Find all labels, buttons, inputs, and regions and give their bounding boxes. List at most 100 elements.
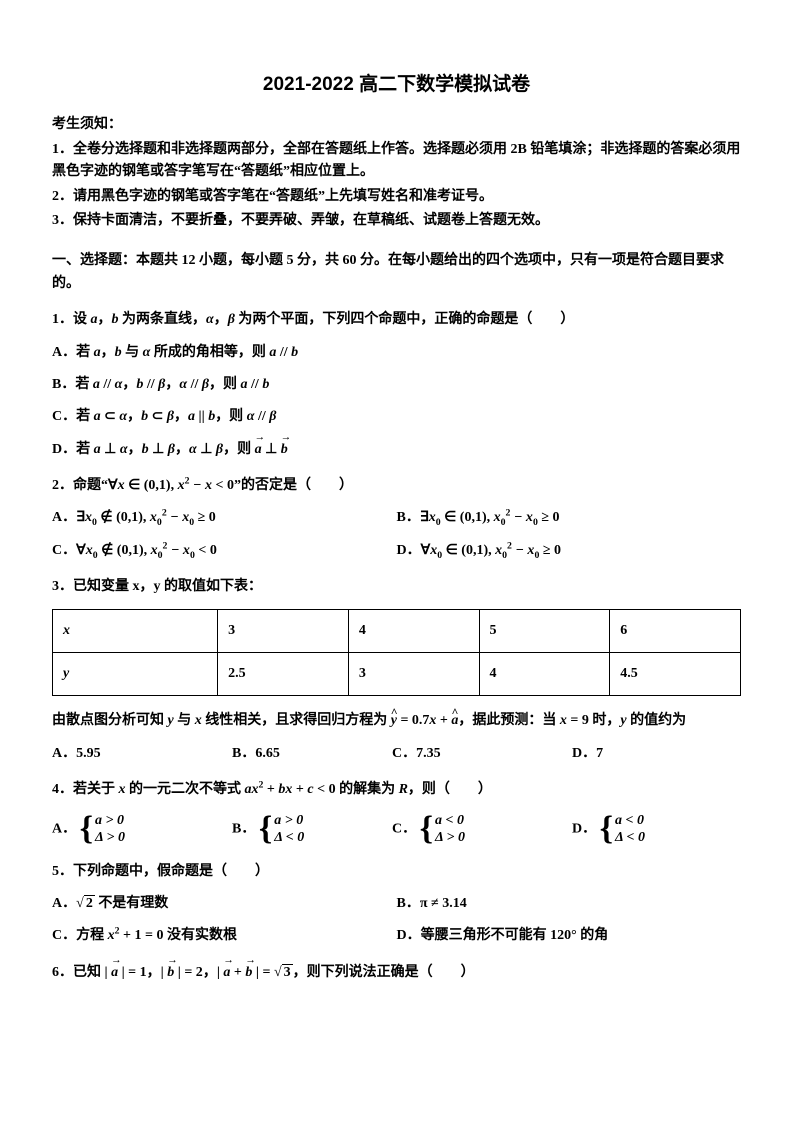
q3-stem: 3．已知变量 x，y 的取值如下表： bbox=[52, 576, 741, 598]
q4-lb: B． bbox=[232, 821, 255, 836]
exam-page: 2021-2022 高二下数学模拟试卷 考生须知： 1．全卷分选择题和非选择题两… bbox=[0, 0, 793, 1122]
q4-opt-a: A． {a > 0Δ > 0 bbox=[52, 812, 232, 847]
q3-t-c4: 6 bbox=[610, 609, 741, 652]
q3-t-r3: 4 bbox=[479, 653, 610, 696]
q1-c-pre: C．若 bbox=[52, 409, 94, 424]
q3-opt-a: A．5.95 bbox=[52, 743, 232, 765]
q4-lc: C． bbox=[392, 821, 416, 836]
q2-ld: D． bbox=[397, 543, 421, 558]
q4-a1: Δ > 0 bbox=[95, 829, 125, 847]
q4-c1: Δ > 0 bbox=[435, 829, 465, 847]
q4-d1: Δ < 0 bbox=[615, 829, 645, 847]
q4-stem: 4．若关于 x 的一元二次不等式 ax2 + bx + c < 0 的解集为 R… bbox=[52, 779, 741, 801]
q2-pre: 2．命题“ bbox=[52, 478, 108, 493]
q1-stem-mid: 为两条直线， bbox=[119, 312, 207, 327]
q1-opt-c: C．若 a ⊂ α，b ⊂ β，a || b，则 α // β bbox=[52, 406, 741, 428]
q5-opt-b: B．π ≠ 3.14 bbox=[397, 893, 742, 915]
q3-tm3: ，据此预测：当 bbox=[458, 713, 560, 728]
q2-opt-d: D．∀x0 ∈ (0,1), x02 − x0 ≥ 0 bbox=[397, 540, 742, 562]
q3-text: 由散点图分析可知 y 与 x 线性相关，且求得回归方程为 y = 0.7x + … bbox=[52, 710, 741, 732]
q4-c0: a < 0 bbox=[435, 812, 465, 830]
table-row: x 3 4 5 6 bbox=[53, 609, 741, 652]
notice-line-1: 1．全卷分选择题和非选择题两部分，全部在答题纸上作答。选择题必须用 2B 铅笔填… bbox=[52, 139, 741, 184]
q3-t-r4: 4.5 bbox=[610, 653, 741, 696]
q1-b-pre: B．若 bbox=[52, 377, 93, 392]
q6-post: ，则下列说法正确是（ bbox=[293, 965, 433, 980]
q3-tm4: 时， bbox=[589, 713, 621, 728]
q2-end: ） bbox=[339, 478, 353, 493]
q1-opt-a: A．若 a，b 与 α 所成的角相等，则 a // b bbox=[52, 342, 741, 364]
notice-line-3: 3．保持卡面清洁，不要折叠，不要弄破、弄皱，在草稿纸、试题卷上答题无效。 bbox=[52, 210, 741, 232]
q3-t-r2: 3 bbox=[348, 653, 479, 696]
q5-s: 5．下列命题中，假命题是（ bbox=[52, 864, 227, 879]
q5-stem: 5．下列命题中，假命题是（ ） bbox=[52, 861, 741, 883]
q1-c-m1: ， bbox=[127, 409, 141, 424]
q3-t-c0: x bbox=[63, 623, 70, 638]
q1-d-m3: ，则 bbox=[223, 442, 255, 457]
table-row: y 2.5 3 4 4.5 bbox=[53, 653, 741, 696]
q4-post: ，则（ bbox=[408, 782, 450, 797]
q1-b-m3: ，则 bbox=[209, 377, 241, 392]
q2-post: ”的否定是（ bbox=[234, 478, 311, 493]
q1-stem-pre: 1．设 bbox=[52, 312, 91, 327]
q1-a-pre: A．若 bbox=[52, 345, 94, 360]
q3-tm2: 线性相关，且求得回归方程为 bbox=[202, 713, 391, 728]
notice-line-2: 2．请用黑色字迹的钢笔或答字笔在“答题纸”上先填写姓名和准考证号。 bbox=[52, 186, 741, 208]
q4-d0: a < 0 bbox=[615, 812, 645, 830]
q5-e: ） bbox=[255, 864, 269, 879]
q6-stem: 6．已知 | a | = 1，| b | = 2，| a + b | = √3，… bbox=[52, 962, 741, 984]
q5-opt-c: C．方程 x2 + 1 = 0 没有实数根 bbox=[52, 925, 397, 947]
q1-stem-post: ） bbox=[560, 312, 574, 327]
section-1-head: 一、选择题：本题共 12 小题，每小题 5 分，共 60 分。在每小题给出的四个… bbox=[52, 250, 741, 295]
q4-ld: D． bbox=[572, 821, 596, 836]
notice-head: 考生须知： bbox=[52, 114, 741, 136]
q4-la: A． bbox=[52, 821, 76, 836]
q2-la: A． bbox=[52, 510, 76, 525]
q1-b-m1: ， bbox=[122, 377, 136, 392]
q4-pre: 4．若关于 bbox=[52, 782, 119, 797]
q4-a0: a > 0 bbox=[95, 812, 125, 830]
q5-cpost: 没有实数根 bbox=[164, 928, 238, 943]
q4-opt-c: C． {a < 0Δ > 0 bbox=[392, 812, 572, 847]
q5-apost: 不是有理数 bbox=[95, 896, 169, 911]
q6-end: ） bbox=[461, 965, 475, 980]
q3-opt-b: B．6.65 bbox=[232, 743, 392, 765]
q4-b1: Δ < 0 bbox=[274, 829, 304, 847]
q2-row-2: C．∀x0 ∉ (0,1), x02 − x0 < 0 D．∀x0 ∈ (0,1… bbox=[52, 540, 741, 562]
q4-opts: A． {a > 0Δ > 0 B． {a > 0Δ < 0 C． {a < 0Δ… bbox=[52, 812, 741, 847]
q2-opt-a: A．∃x0 ∉ (0,1), x02 − x0 ≥ 0 bbox=[52, 507, 397, 529]
q1-d-pre: D．若 bbox=[52, 442, 94, 457]
q5-ap: A． bbox=[52, 896, 76, 911]
q2-stem: 2．命题“∀x ∈ (0,1), x2 − x < 0”的否定是（） bbox=[52, 475, 741, 497]
q1-stem: 1．设 a，b 为两条直线，α，β 为两个平面，下列四个命题中，正确的命题是（） bbox=[52, 309, 741, 331]
q1-d-m2: ， bbox=[175, 442, 189, 457]
q3-t-c3: 5 bbox=[479, 609, 610, 652]
q1-opt-b: B．若 a // α，b // β，α // β，则 a // b bbox=[52, 374, 741, 396]
q3-tp: 由散点图分析可知 bbox=[52, 713, 168, 728]
q4-b0: a > 0 bbox=[274, 812, 304, 830]
q4-end: ） bbox=[478, 782, 492, 797]
q3-opt-d: D．7 bbox=[572, 743, 732, 765]
q6-m2: ， bbox=[203, 965, 217, 980]
page-title: 2021-2022 高二下数学模拟试卷 bbox=[52, 70, 741, 100]
q1-c-m2: ， bbox=[174, 409, 188, 424]
q3-table: x 3 4 5 6 y 2.5 3 4 4.5 bbox=[52, 609, 741, 697]
q3-tpost: 的值约为 bbox=[627, 713, 687, 728]
q4-m: 的一元二次不等式 bbox=[126, 782, 245, 797]
q3-t-r0: y bbox=[63, 666, 69, 681]
q1-d-m1: ， bbox=[128, 442, 142, 457]
q2-lb: B． bbox=[397, 510, 420, 525]
q5-opt-d: D．等腰三角形不可能有 120° 的角 bbox=[397, 925, 742, 947]
q4-opt-d: D． {a < 0Δ < 0 bbox=[572, 812, 732, 847]
q1-c-m3: ，则 bbox=[215, 409, 247, 424]
q3-tm: 与 bbox=[174, 713, 195, 728]
q2-lc: C． bbox=[52, 543, 76, 558]
q3-t-c1: 3 bbox=[218, 609, 349, 652]
q4-m2: 的解集为 bbox=[336, 782, 399, 797]
q1-opt-d: D．若 a ⊥ α，b ⊥ β，α ⊥ β，则 a ⊥ b bbox=[52, 439, 741, 461]
q5-row-2: C．方程 x2 + 1 = 0 没有实数根 D．等腰三角形不可能有 120° 的… bbox=[52, 925, 741, 947]
q5-opt-a: A．√2 不是有理数 bbox=[52, 893, 397, 915]
q2-opt-b: B．∃x0 ∈ (0,1), x02 − x0 ≥ 0 bbox=[397, 507, 742, 529]
q6-m1: ， bbox=[147, 965, 161, 980]
q3-opt-c: C．7.35 bbox=[392, 743, 572, 765]
